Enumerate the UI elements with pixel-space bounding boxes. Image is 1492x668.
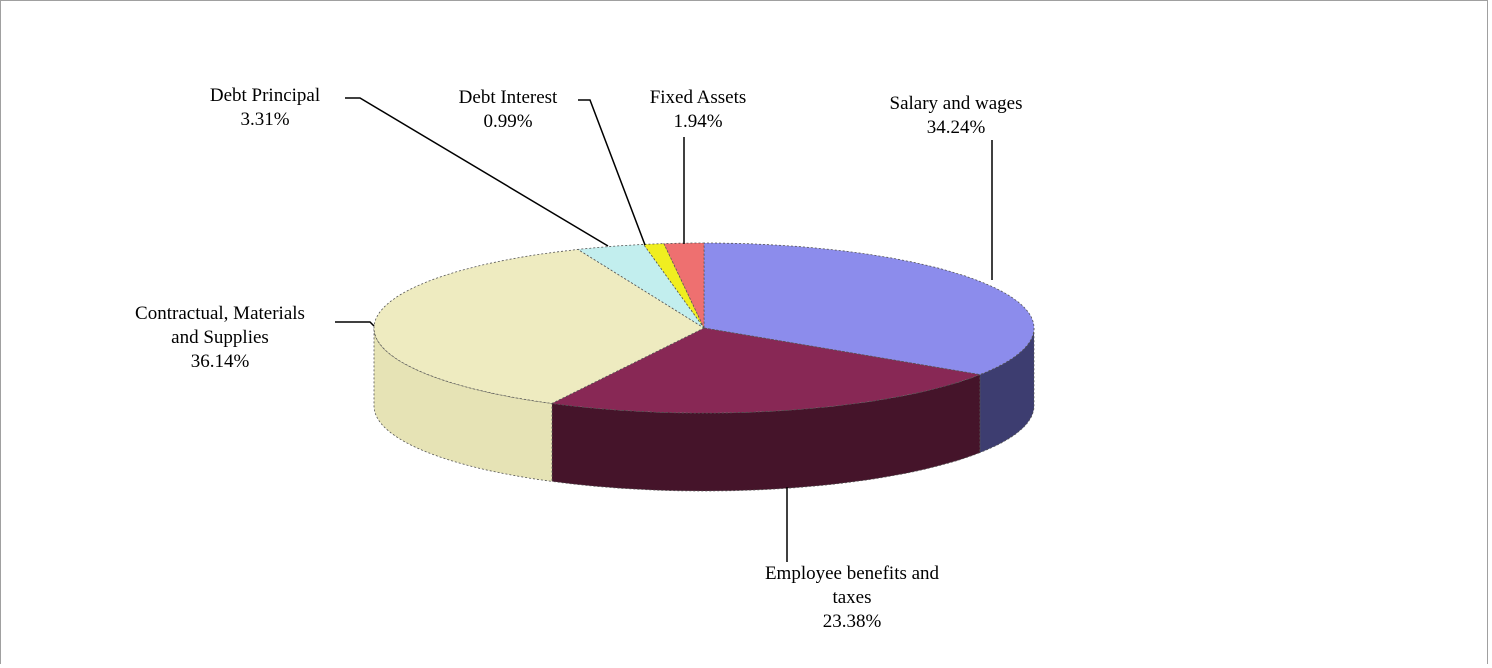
pie-slice-benefits (550, 327, 982, 414)
label-text: Employee benefits and (764, 563, 940, 584)
slice-label-debt-interest: Debt Interest 0.99% (428, 86, 588, 134)
label-percent: 0.99% (483, 111, 533, 132)
pie-slice-contractual (373, 248, 705, 404)
label-text: Debt Interest (458, 87, 558, 108)
label-text: and Supplies (171, 327, 269, 348)
slice-label-fixed-assets: Fixed Assets 1.94% (618, 86, 778, 134)
slice-label-salary: Salary and wages 34.24% (846, 92, 1066, 140)
label-percent: 36.14% (190, 351, 250, 372)
label-text: Salary and wages (889, 93, 1023, 114)
slice-label-debt-principal: Debt Principal 3.31% (185, 84, 345, 132)
slice-label-benefits: Employee benefits and taxes 23.38% (707, 562, 997, 634)
leader-line-contractual (335, 321, 375, 327)
slice-label-contractual: Contractual, Materials and Supplies 36.1… (90, 302, 350, 374)
pie-slice-salary (703, 242, 1035, 376)
label-percent: 3.31% (240, 109, 290, 130)
label-text: Fixed Assets (649, 87, 747, 108)
label-text: taxes (832, 587, 872, 608)
pie-slice-debt-principal (576, 243, 705, 329)
pie-side-contractual (373, 327, 553, 482)
leader-line-debt-interest (578, 99, 646, 246)
label-percent: 34.24% (926, 117, 986, 138)
label-text: Debt Principal (209, 85, 321, 106)
leader-line-debt-principal (345, 97, 609, 247)
label-percent: 1.94% (673, 111, 723, 132)
label-text: Contractual, Materials (135, 303, 305, 324)
label-percent: 23.38% (822, 611, 882, 632)
